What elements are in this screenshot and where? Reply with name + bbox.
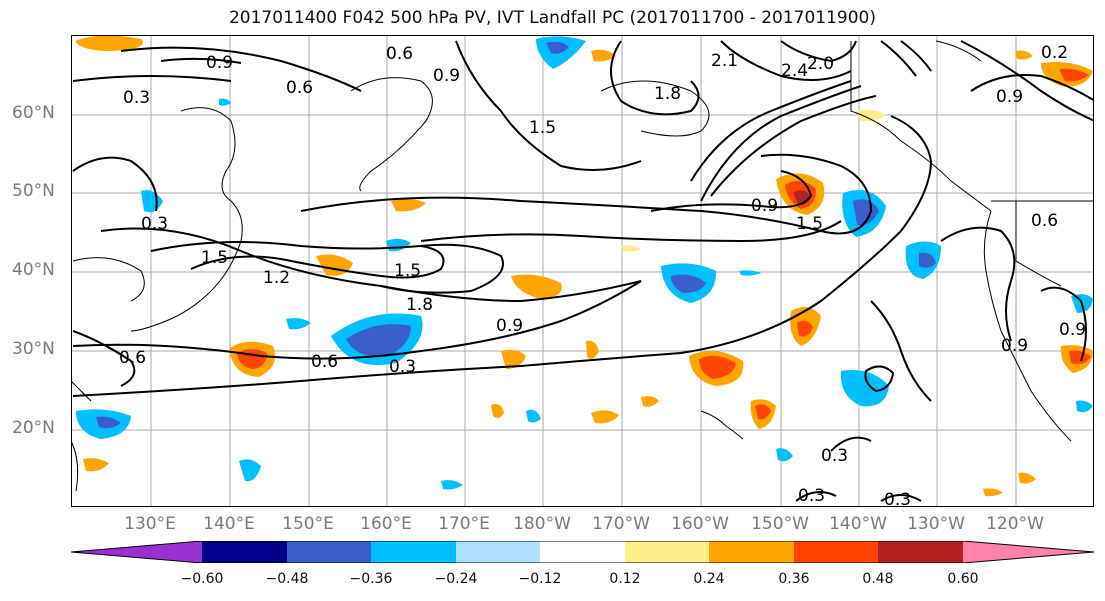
contour-label: 1.5 [201, 248, 228, 268]
colorbar-cells [71, 541, 1094, 563]
contour-label: 0.6 [119, 348, 146, 368]
contour-label-group: 0.9 0.6 0.3 0.6 0.9 1.5 1.8 2.1 2.4 2.0 … [119, 43, 1086, 507]
contour-label: 0.3 [798, 486, 825, 506]
lon-label: 150°W [751, 514, 809, 534]
contour-label: 0.6 [311, 352, 338, 372]
contour-label: 0.9 [751, 196, 778, 216]
lat-label-60n: 60°N [12, 103, 55, 123]
colorbar-cell [709, 541, 794, 563]
lat-label-20n: 20°N [12, 418, 55, 438]
contour-label: 0.9 [1059, 320, 1086, 340]
pv-contours [72, 40, 1093, 502]
contour-label: 1.8 [406, 295, 433, 315]
lon-label: 160°W [671, 514, 729, 534]
colorbar-cell [878, 541, 963, 563]
colorbar-tick: −0.36 [349, 571, 393, 587]
colorbar-cell [963, 541, 1094, 563]
colorbar [71, 541, 1094, 563]
colorbar-tick: 0.24 [693, 571, 725, 587]
lon-label: 140°E [203, 514, 255, 534]
colorbar-tick: 0.60 [947, 571, 979, 587]
colorbar-tick: 0.12 [609, 571, 641, 587]
colorbar-tick: −0.48 [265, 571, 309, 587]
contour-label: 1.2 [263, 268, 290, 288]
map-panel: 0.9 0.6 0.3 0.6 0.9 1.5 1.8 2.1 2.4 2.0 … [71, 35, 1094, 507]
contour-label: 2.4 [781, 61, 808, 81]
contour-label: 0.9 [996, 87, 1023, 107]
colorbar-tick: 0.48 [862, 571, 894, 587]
contour-label: 0.3 [389, 357, 416, 377]
contour-label: 0.6 [1031, 211, 1058, 231]
colorbar-cell [71, 541, 202, 563]
lon-label: 120°W [986, 514, 1044, 534]
colorbar-tick: −0.60 [180, 571, 224, 587]
map-canvas: 0.9 0.6 0.3 0.6 0.9 1.5 1.8 2.1 2.4 2.0 … [72, 36, 1093, 507]
lon-label: 170°W [592, 514, 650, 534]
colorbar-tick: −0.12 [518, 571, 562, 587]
colorbar-cell [540, 541, 625, 563]
lat-label-40n: 40°N [12, 260, 55, 280]
colorbar-cell [287, 541, 371, 563]
lon-label: 180°W [513, 514, 571, 534]
graticule [72, 36, 1093, 506]
lon-label: 170°E [438, 514, 490, 534]
lon-label: 140°W [829, 514, 887, 534]
contour-label: 1.8 [654, 84, 681, 104]
colorbar-cell [202, 541, 287, 563]
contour-label: 0.9 [206, 53, 233, 73]
lon-label: 130°E [124, 514, 176, 534]
lon-label: 150°E [282, 514, 334, 534]
colorbar-cell [625, 541, 709, 563]
contour-label: 0.6 [386, 44, 413, 64]
contour-label: 0.9 [496, 316, 523, 336]
colorbar-tick: −0.24 [434, 571, 478, 587]
contour-label: 0.2 [1041, 43, 1068, 63]
contour-label: 0.3 [884, 490, 911, 507]
map-title: 2017011400 F042 500 hPa PV, IVT Landfall… [228, 8, 876, 28]
contour-label: 0.9 [433, 66, 460, 86]
contour-label: 0.3 [123, 88, 150, 108]
lat-label-30n: 30°N [12, 339, 55, 359]
colorbar-cell [794, 541, 878, 563]
contour-label: 2.0 [807, 54, 834, 74]
coastlines [72, 40, 1093, 492]
colorbar-cell [371, 541, 456, 563]
colorbar-tick: 0.36 [778, 571, 810, 587]
contour-label: 2.1 [711, 51, 738, 71]
contour-label: 0.3 [821, 446, 848, 466]
lon-label: 160°E [360, 514, 412, 534]
lat-label-50n: 50°N [12, 181, 55, 201]
lon-label: 130°W [907, 514, 965, 534]
contour-label: 0.6 [286, 78, 313, 98]
contour-label: 1.5 [529, 118, 556, 138]
contour-label: 0.9 [1001, 336, 1028, 356]
contour-label: 1.5 [796, 214, 823, 234]
colorbar-cell [456, 541, 540, 563]
contour-label: 1.5 [394, 261, 421, 281]
contour-label: 0.3 [141, 214, 168, 234]
